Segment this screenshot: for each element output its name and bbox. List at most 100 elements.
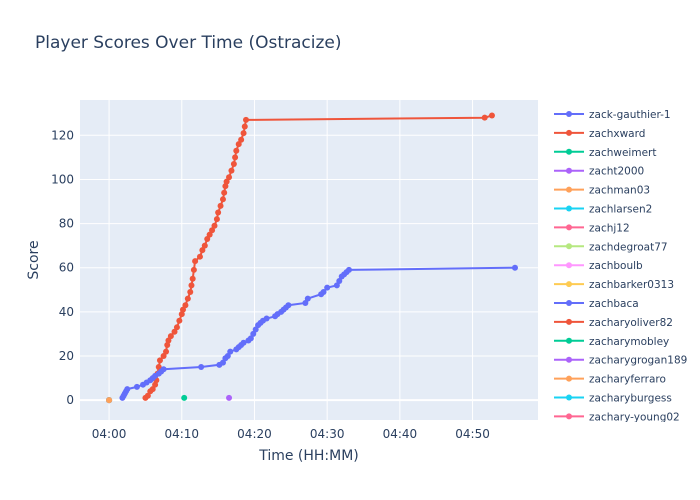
point-zacht2000-0 — [226, 394, 233, 401]
legend-item-zack-gauthier-1: zack-gauthier-1 — [554, 109, 671, 121]
legend-marker-zachdegroat77 — [566, 243, 572, 250]
x-tick-label-0: 04:00 — [92, 427, 127, 441]
legend-item-zachlarsen2: zachlarsen2 — [554, 204, 652, 216]
point-zachxward-33 — [213, 216, 220, 223]
legend-item-zachxward: zachxward — [554, 128, 645, 140]
x-tick-label-4: 04:40 — [383, 427, 418, 441]
legend-item-zacht2000: zacht2000 — [554, 166, 644, 178]
point-zachxward-48 — [241, 123, 248, 130]
point-zachxward-36 — [219, 196, 226, 203]
point-zachxward-8 — [156, 357, 163, 364]
point-zack-gauthier-1-39 — [304, 295, 311, 302]
legend-item-zachbarker0313: zachbarker0313 — [554, 279, 674, 291]
y-tick-label-0: 0 — [66, 393, 74, 407]
point-zack-gauthier-1-48 — [345, 266, 352, 273]
point-zachxward-43 — [232, 154, 239, 161]
series-zachweimert — [181, 394, 188, 401]
point-zachxward-39 — [223, 178, 230, 185]
y-tick-label-4: 80 — [59, 217, 74, 231]
y-tick-label-5: 100 — [51, 172, 74, 186]
x-tick-label-3: 04:30 — [310, 427, 345, 441]
x-axis-title: Time (HH:MM) — [258, 448, 359, 464]
point-zachxward-34 — [215, 209, 222, 216]
legend-item-zachboulb: zachboulb — [554, 260, 643, 272]
point-zachxward-45 — [235, 141, 242, 148]
point-zachxward-29 — [204, 236, 211, 243]
legend-marker-zacharygrogan189 — [566, 356, 572, 363]
legend-label-zacharygrogan189: zacharygrogan189 — [589, 355, 687, 367]
series-zachxward — [142, 112, 495, 401]
plot-area — [80, 100, 538, 420]
point-zachxward-9 — [160, 353, 167, 359]
point-zachxward-28 — [201, 242, 208, 249]
legend-label-zacht2000: zacht2000 — [589, 166, 644, 178]
point-zachxward-26 — [196, 253, 203, 260]
point-zachxward-20 — [184, 295, 191, 302]
legend-item-zacharyoliver82: zacharyoliver82 — [554, 317, 673, 329]
point-zack-gauthier-1-14 — [198, 364, 205, 371]
y-tick-label-3: 60 — [59, 261, 74, 275]
legend-label-zacharyferraro: zacharyferraro — [589, 374, 666, 386]
point-zachxward-27 — [199, 247, 206, 254]
point-zack-gauthier-1-26 — [250, 330, 257, 337]
legend-marker-zachxward — [566, 129, 572, 136]
legend-item-zachj12: zachj12 — [554, 222, 630, 234]
point-zachxward-51 — [488, 112, 495, 119]
legend-label-zachlarsen2: zachlarsen2 — [589, 204, 652, 216]
point-zack-gauthier-1-38 — [302, 300, 309, 307]
legend-marker-zacharyburgess — [566, 394, 572, 401]
point-zack-gauthier-1-23 — [240, 339, 247, 346]
point-zachxward-50 — [481, 114, 488, 121]
legend-marker-zachboulb — [566, 262, 572, 269]
point-zack-gauthier-1-44 — [336, 277, 343, 284]
legend-marker-zachlarsen2 — [566, 205, 572, 212]
point-zack-gauthier-1-49 — [511, 264, 518, 271]
legend-label-zacharyburgess: zacharyburgess — [589, 393, 672, 405]
legend-item-zachary-young02: zachary-young02 — [554, 411, 680, 423]
point-zachxward-32 — [211, 222, 218, 229]
point-zachxward-41 — [228, 167, 235, 174]
legend-marker-zachbaca — [566, 300, 572, 306]
y-axis-title: Score — [26, 240, 42, 279]
series-zack-gauthier-1 — [119, 264, 518, 401]
point-zachxward-21 — [187, 289, 194, 295]
point-zachxward-49 — [242, 116, 249, 123]
y-tick-label-1: 20 — [59, 349, 74, 363]
legend-item-zachbaca: zachbaca — [554, 298, 639, 310]
legend-label-zachman03: zachman03 — [589, 185, 650, 197]
series-zachman03 — [106, 397, 113, 404]
point-zachxward-37 — [221, 189, 228, 196]
legend-label-zachweimert: zachweimert — [589, 147, 656, 159]
legend-label-zacharyoliver82: zacharyoliver82 — [589, 317, 673, 329]
legend-item-zacharymobley: zacharymobley — [554, 336, 669, 348]
legend-label-zachxward: zachxward — [589, 128, 645, 140]
legend-label-zacharymobley: zacharymobley — [589, 336, 669, 348]
legend-marker-zachbarker0313 — [566, 281, 572, 288]
legend-label-zachboulb: zachboulb — [589, 260, 643, 272]
legend-label-zachary-young02: zachary-young02 — [589, 411, 680, 423]
legend-label-zack-gauthier-1: zack-gauthier-1 — [589, 109, 671, 121]
legend-marker-zachman03 — [566, 186, 572, 193]
point-zachxward-47 — [240, 130, 247, 137]
legend-item-zachweimert: zachweimert — [554, 147, 656, 159]
point-zachxward-35 — [217, 202, 224, 209]
point-zack-gauthier-1-31 — [263, 315, 270, 322]
legend-label-zachbarker0313: zachbarker0313 — [589, 279, 674, 291]
legend-item-zacharygrogan189: zacharygrogan189 — [554, 355, 687, 367]
legend-label-zachdegroat77: zachdegroat77 — [589, 241, 668, 253]
point-zachxward-13 — [167, 333, 174, 340]
point-zachxward-3 — [149, 386, 156, 393]
chart-title: Player Scores Over Time (Ostracize) — [35, 33, 342, 53]
legend-marker-zacharyferraro — [566, 375, 572, 382]
point-zachxward-18 — [179, 306, 186, 313]
point-zachxward-15 — [173, 324, 180, 331]
legend-marker-zachj12 — [566, 224, 572, 231]
point-zachweimert-0 — [181, 394, 188, 401]
legend-marker-zacharymobley — [566, 337, 572, 344]
point-zachman03-0 — [106, 397, 113, 404]
point-zachxward-10 — [163, 348, 170, 355]
legend-marker-zacharyoliver82 — [566, 318, 572, 325]
point-zack-gauthier-1-5 — [133, 383, 140, 390]
legend-item-zacharyburgess: zacharyburgess — [554, 393, 672, 405]
